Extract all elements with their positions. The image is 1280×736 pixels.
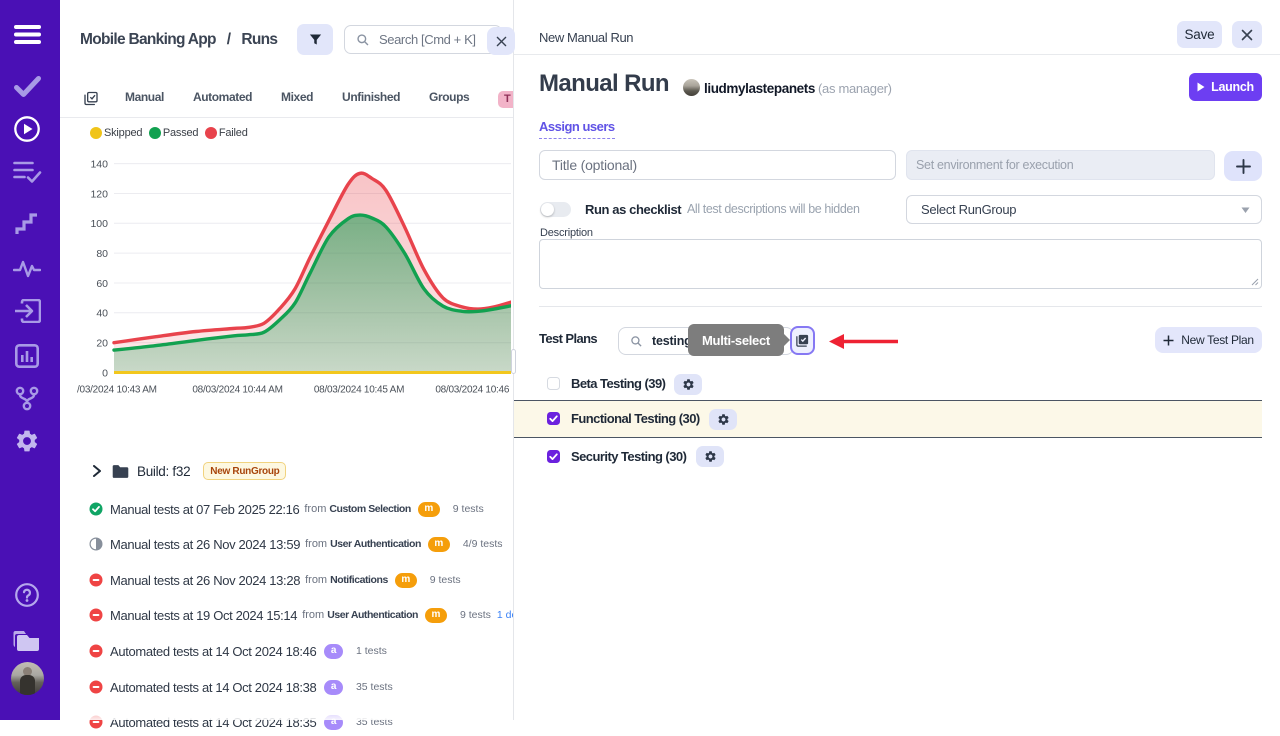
svg-text:08/03/2024 10:45 AM: 08/03/2024 10:45 AM <box>314 385 404 396</box>
svg-text:120: 120 <box>90 188 108 200</box>
svg-text:60: 60 <box>96 278 108 290</box>
svg-text:40: 40 <box>96 308 108 320</box>
svg-text:/03/2024 10:43 AM: /03/2024 10:43 AM <box>77 385 157 396</box>
svg-text:80: 80 <box>96 248 108 260</box>
svg-text:08/03/2024 10:46 AM: 08/03/2024 10:46 AM <box>435 385 511 396</box>
svg-text:20: 20 <box>96 338 108 350</box>
svg-text:08/03/2024 10:44 AM: 08/03/2024 10:44 AM <box>192 385 282 396</box>
svg-text:140: 140 <box>90 158 108 170</box>
svg-text:100: 100 <box>90 218 108 230</box>
svg-text:0: 0 <box>102 367 108 379</box>
